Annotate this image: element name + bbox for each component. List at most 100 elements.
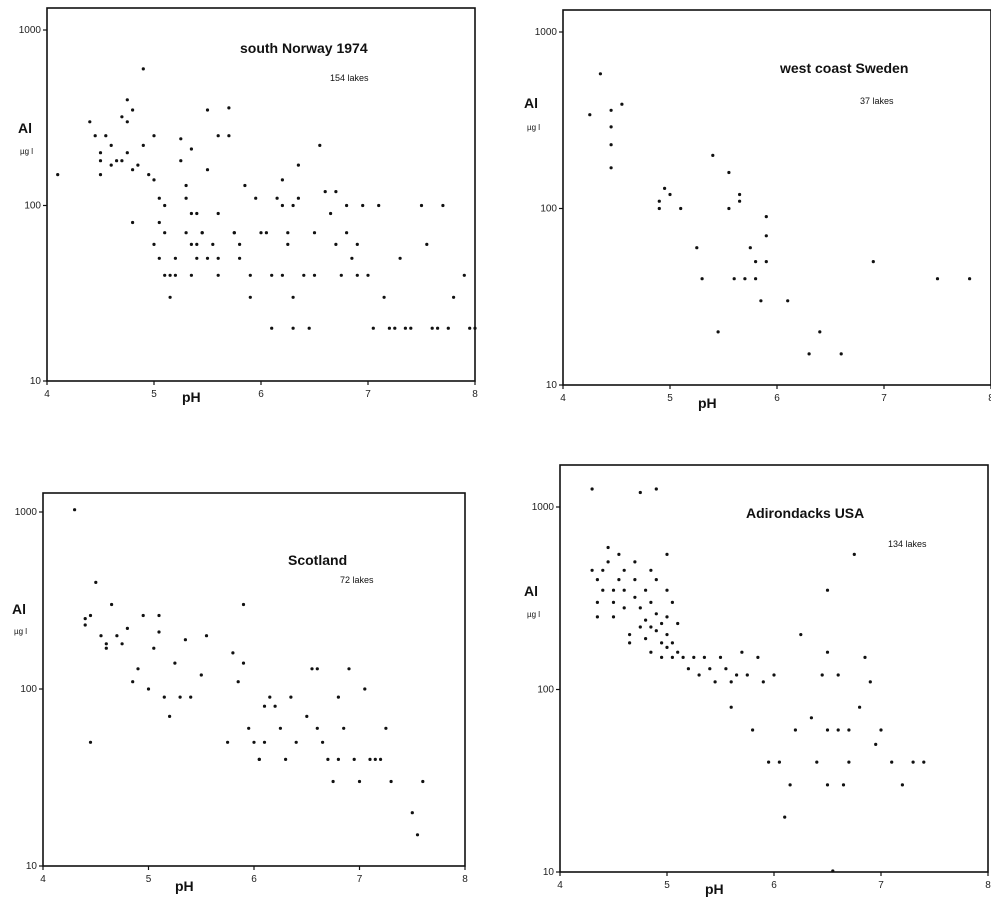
data-point: [825, 588, 830, 592]
data-point: [825, 783, 830, 787]
panel-scotland: Scotland 72 lakes 72 lakes Al µg l pH 45…: [12, 492, 468, 894]
data-point: [839, 352, 843, 356]
data-point: [831, 869, 835, 873]
data-point: [638, 625, 642, 629]
data-point: [382, 295, 386, 299]
data-point: [818, 330, 822, 334]
data-point: [238, 256, 242, 260]
y-tick-label: 1000: [15, 507, 38, 518]
y-axis-unit: µg l: [527, 610, 540, 619]
data-point: [326, 757, 330, 762]
x-tick-label: 5: [151, 389, 157, 400]
data-point: [361, 203, 365, 208]
data-point: [189, 273, 193, 277]
x-tick-label: 5: [664, 880, 670, 891]
chart-subtitle: 134 lakes: [888, 539, 927, 549]
chart-subtitle-visible: 72 lakes: [340, 575, 374, 585]
x-tick-label: 5: [146, 874, 152, 885]
data-point: [248, 273, 252, 277]
data-point: [157, 220, 161, 225]
data-point: [241, 602, 246, 607]
data-point: [695, 246, 699, 250]
data-point: [157, 613, 161, 618]
data-point: [141, 67, 145, 71]
data-point: [247, 726, 251, 730]
data-point: [665, 588, 669, 592]
data-point: [125, 626, 129, 631]
data-point: [307, 326, 311, 330]
data-point: [858, 705, 862, 709]
data-point: [738, 192, 742, 197]
x-axis-label: pH: [705, 881, 724, 897]
data-point: [163, 273, 167, 277]
data-point: [676, 650, 680, 654]
data-point: [777, 760, 782, 764]
data-point: [847, 728, 851, 732]
data-point: [754, 277, 758, 281]
data-point: [179, 159, 183, 163]
data-point: [94, 580, 98, 585]
data-point: [275, 196, 279, 200]
data-point: [115, 634, 119, 638]
data-point: [611, 615, 616, 619]
data-point: [601, 588, 605, 592]
data-point: [131, 680, 135, 684]
x-tick-label: 7: [881, 393, 887, 404]
data-point: [713, 680, 717, 684]
panel-west-coast-sweden: west coast Sweden 37 lakes Al µg l pH 4 5…: [524, 9, 991, 411]
data-point: [125, 98, 129, 102]
data-point: [611, 600, 616, 605]
data-point: [141, 143, 145, 147]
data-point: [868, 680, 872, 684]
data-point: [183, 638, 187, 642]
data-point: [146, 687, 151, 691]
data-point: [205, 108, 210, 112]
data-point: [783, 815, 787, 819]
data-point: [273, 704, 277, 708]
data-point: [681, 655, 685, 660]
data-point: [83, 623, 87, 627]
data-point: [331, 779, 335, 784]
data-point: [761, 680, 765, 684]
data-point: [654, 578, 658, 582]
data-point: [280, 178, 284, 182]
data-point: [163, 231, 167, 235]
data-point: [711, 153, 715, 157]
data-point: [205, 168, 210, 172]
data-point: [732, 277, 736, 281]
data-point: [708, 667, 712, 671]
data-point: [291, 203, 295, 208]
data-point: [620, 102, 624, 106]
data-point: [329, 211, 333, 216]
data-point: [644, 618, 648, 622]
data-point: [825, 728, 830, 732]
data-point: [692, 655, 696, 660]
x-tick-label: 6: [251, 874, 257, 885]
data-point: [617, 552, 621, 557]
data-point: [231, 651, 235, 655]
data-point: [173, 256, 177, 260]
data-point: [609, 125, 613, 129]
data-point: [323, 190, 327, 194]
x-axis-label: pH: [175, 878, 194, 894]
data-point: [633, 595, 637, 599]
data-point: [264, 231, 268, 235]
data-point: [922, 760, 926, 764]
chart-title: west coast Sweden: [779, 60, 908, 76]
data-point: [199, 673, 203, 677]
data-point: [729, 680, 733, 684]
data-point: [430, 326, 434, 330]
data-point: [740, 650, 744, 654]
panel-adirondacks-usa: Adirondacks USA 134 lakes Al µg l pH 4 5 6…: [524, 464, 991, 897]
data-point: [83, 617, 87, 621]
y-tick-label: 100: [540, 204, 557, 215]
x-axis-label: pH: [698, 395, 717, 411]
data-point: [764, 215, 768, 219]
data-point: [184, 183, 188, 188]
y-axis-label: Al: [524, 95, 538, 111]
data-point: [294, 740, 298, 744]
data-point: [104, 134, 108, 138]
x-tick-label: 6: [774, 393, 780, 404]
y-tick-label: 10: [543, 867, 555, 878]
data-point: [663, 186, 667, 190]
